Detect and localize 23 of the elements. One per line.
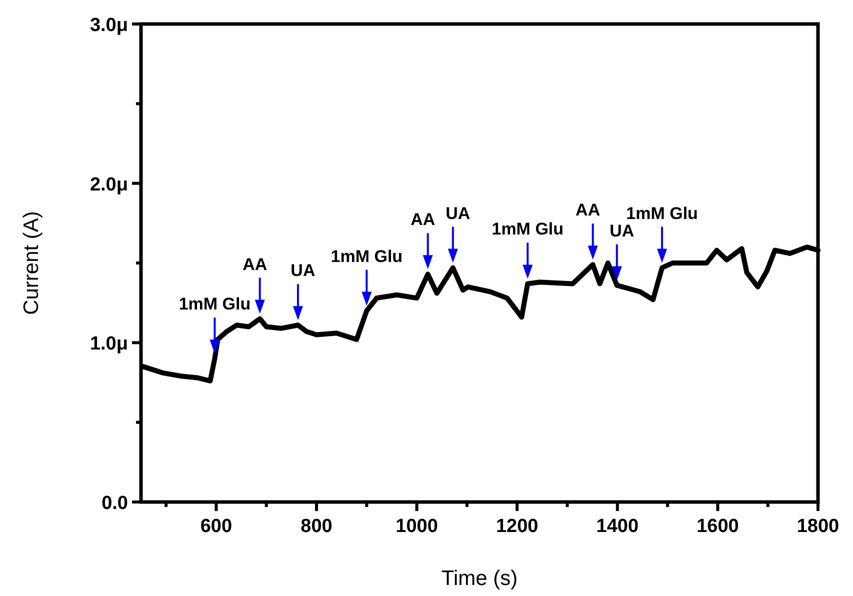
annotation: 1mM Glu [492,220,564,239]
y-tick-label: 3.0μ [90,15,128,36]
x-tick-label: 800 [300,516,332,537]
annotation: 1mM Glu [178,294,251,314]
x-tick-label: 1400 [596,516,639,537]
annotation: UA [290,261,316,280]
annotation: 1mM Glu [626,204,698,223]
y-tick-label: 0.0 [102,493,128,514]
x-tick-label: 1000 [396,516,438,537]
x-tick-label: 1800 [796,516,840,537]
x-tick-label: 1200 [496,516,538,537]
x-tick-label: 600 [200,516,232,537]
annotation: UA [610,221,634,240]
x-tick-label: 1600 [696,516,739,537]
annotation: AA [576,200,600,220]
annotation: AA [242,254,268,274]
y-tick-label: 1.0μ [90,334,128,355]
y-axis-title: Current (A) [20,211,43,315]
annotation: 1mM Glu [330,246,403,266]
x-axis-title: Time (s) [441,567,518,590]
annotation: AA [410,210,436,230]
annotation: UA [446,204,470,223]
y-tick-label: 2.0μ [90,174,128,196]
